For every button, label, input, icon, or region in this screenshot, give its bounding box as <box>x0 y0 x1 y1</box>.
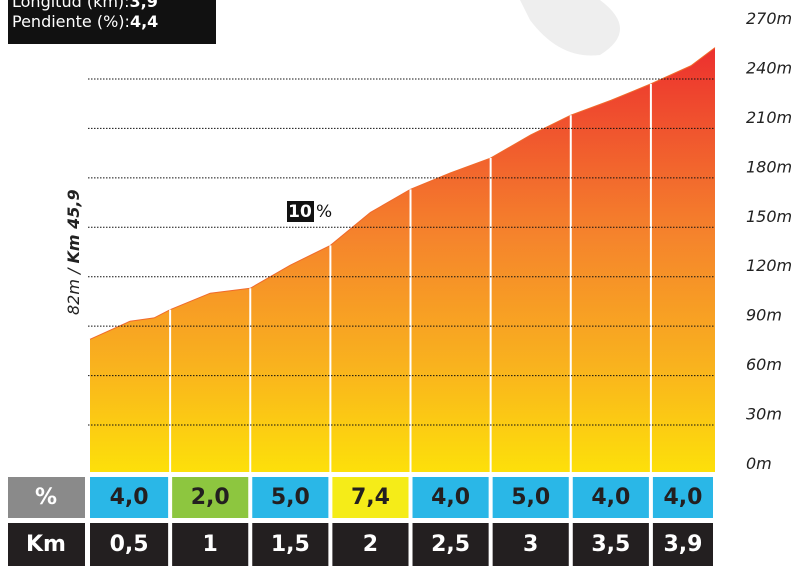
y-tick-label: 30m <box>746 405 782 424</box>
info-length: Longitud (km):3,9 <box>12 0 158 11</box>
km-cell <box>172 523 249 566</box>
km-cell <box>252 523 329 566</box>
km-label: 1,5 <box>271 532 310 557</box>
km-label: 3,5 <box>591 532 630 557</box>
y-tick-label: 120m <box>746 256 792 275</box>
y-tick-label: 0m <box>746 454 772 473</box>
km-header: Km <box>26 532 66 557</box>
gradient-header: % <box>35 485 57 510</box>
gradient-label: 2,0 <box>191 485 230 510</box>
gradient-header-cell <box>8 477 85 518</box>
gradient-cell <box>172 477 249 518</box>
gradient-cell <box>412 477 489 518</box>
gradient-label: 4,0 <box>663 485 702 510</box>
km-label: 0,5 <box>110 532 149 557</box>
km-cell <box>90 523 169 566</box>
gradient-cell <box>332 477 409 518</box>
y-tick-label: 270m <box>746 9 792 28</box>
y-tick-label: 60m <box>746 355 782 374</box>
gradient-cell <box>572 477 649 518</box>
km-cell <box>412 523 489 566</box>
profile-line <box>89 47 716 340</box>
km-cell <box>572 523 649 566</box>
y-tick-label: 150m <box>746 207 792 226</box>
km-label: 1 <box>203 532 218 557</box>
area-fill <box>90 47 715 472</box>
gradient-label: 4,0 <box>591 485 630 510</box>
gradient-label: 5,0 <box>511 485 550 510</box>
gradient-cell <box>90 477 169 518</box>
y-tick-label: 90m <box>746 306 782 325</box>
start-label: 82m / Km 45,9 <box>64 189 83 315</box>
km-label: 2 <box>363 532 378 557</box>
info-slope: Pendiente (%):4,4 <box>12 12 158 31</box>
km-label: 2,5 <box>431 532 470 557</box>
y-tick-label: 180m <box>746 157 792 176</box>
info-box <box>8 0 216 44</box>
gradient-label: 4,0 <box>431 485 470 510</box>
km-cell <box>652 523 713 566</box>
annotation-box <box>287 201 314 222</box>
gradient-label: 5,0 <box>271 485 310 510</box>
plot <box>88 47 716 472</box>
km-label: 3,9 <box>663 532 702 557</box>
km-label: 3 <box>523 532 538 557</box>
watermark <box>520 0 620 56</box>
gradient-label: 4,0 <box>110 485 149 510</box>
gradient-cell <box>652 477 713 518</box>
gradient-label: 7,4 <box>351 485 390 510</box>
gradient-cell <box>252 477 329 518</box>
y-tick-label: 240m <box>746 58 792 77</box>
annotation-unit: % <box>316 202 332 222</box>
annotation-value: 10 <box>288 202 312 222</box>
gradient-cell <box>492 477 569 518</box>
km-cell <box>492 523 569 566</box>
km-cell <box>332 523 409 566</box>
km-header-cell <box>8 523 85 566</box>
y-tick-label: 210m <box>746 108 792 127</box>
